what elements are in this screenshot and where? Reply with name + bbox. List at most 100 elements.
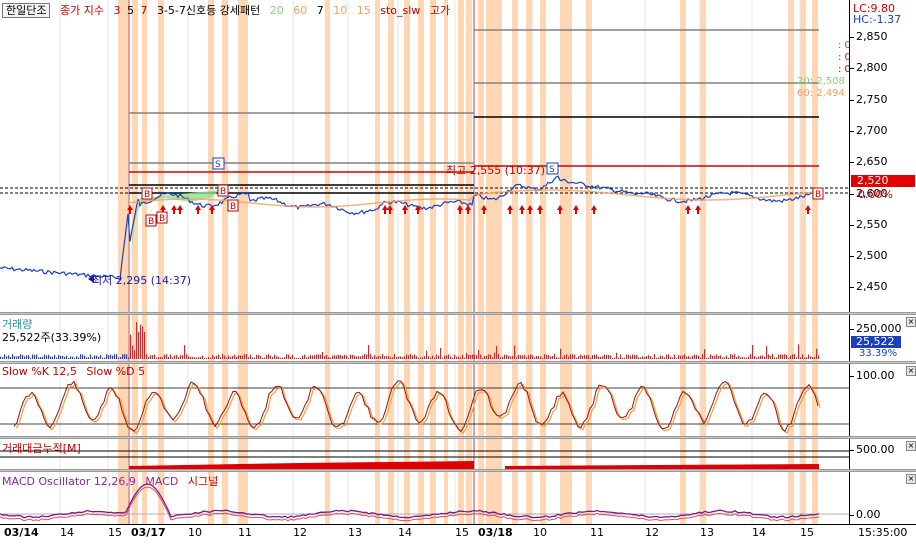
signal-band xyxy=(812,472,818,524)
volume-bar xyxy=(198,357,200,359)
signal-band xyxy=(512,315,518,361)
volume-current-badge: 25,522 xyxy=(851,336,901,348)
volume-bar xyxy=(494,352,496,359)
volume-bar xyxy=(712,355,714,359)
pane-splitter[interactable] xyxy=(0,361,916,364)
hc-value: HC:-1.37 xyxy=(853,13,902,26)
volume-bar xyxy=(380,356,382,359)
macd-axis[interactable]: 0.00 xyxy=(849,472,916,524)
volume-bar xyxy=(598,356,600,359)
volume-bar xyxy=(314,355,316,359)
pane-splitter[interactable] xyxy=(0,312,916,315)
cumulative-area xyxy=(129,461,474,469)
volume-bar xyxy=(430,357,432,359)
buy-arrow xyxy=(457,205,463,214)
stoch-axis[interactable]: 100.00 xyxy=(849,364,916,436)
volume-bar xyxy=(60,355,62,359)
volume-bar xyxy=(38,357,40,359)
volume-bar xyxy=(638,357,640,359)
volume-bar xyxy=(620,354,622,359)
volume-pane[interactable]: 거래량 25,522주(33.39%) xyxy=(0,315,849,361)
volume-bar xyxy=(792,354,794,359)
volume-bar xyxy=(174,355,176,359)
time-label: 03/17 xyxy=(131,526,166,539)
signal-band xyxy=(560,0,572,312)
volume-bar xyxy=(496,346,498,359)
signal-band xyxy=(208,364,214,436)
signal-band xyxy=(458,315,464,361)
volume-bar xyxy=(816,348,818,359)
volume-bar xyxy=(606,354,608,359)
signal-band xyxy=(404,315,410,361)
volume-bar xyxy=(334,355,336,359)
signal-band xyxy=(586,439,592,469)
volume-bar xyxy=(778,354,780,359)
cumulative-close-icon[interactable]: × xyxy=(906,441,916,451)
volume-bar xyxy=(30,357,32,359)
pane-splitter[interactable] xyxy=(0,436,916,439)
volume-bar xyxy=(388,356,390,359)
volume-bar xyxy=(442,357,444,359)
volume-bar xyxy=(164,354,166,359)
volume-bar xyxy=(136,322,138,359)
stoch-close-icon[interactable]: × xyxy=(906,366,916,376)
volume-bar xyxy=(242,355,244,359)
volume-bar xyxy=(58,355,60,359)
cumulative-chart xyxy=(0,439,849,469)
volume-bar xyxy=(170,354,172,359)
volume-bar xyxy=(348,357,350,359)
volume-close-icon[interactable]: × xyxy=(906,317,916,327)
volume-bar xyxy=(414,354,416,359)
time-axis[interactable] xyxy=(0,524,916,545)
volume-bar xyxy=(340,355,342,359)
stock-name[interactable]: 한일단조 xyxy=(2,3,51,18)
volume-bar xyxy=(602,356,604,359)
volume-bar xyxy=(644,356,646,359)
volume-bar xyxy=(312,355,314,359)
volume-bar xyxy=(540,356,542,359)
volume-bar xyxy=(626,354,628,359)
volume-axis[interactable]: 250,000 25,522 33.39% xyxy=(849,315,916,361)
price-axis[interactable]: LC:9.80 HC:-1.37 2,850 2,800 2,750 2,700 2,6… xyxy=(849,0,916,419)
volume-bar xyxy=(220,357,222,359)
price-tick: 2,450 xyxy=(850,280,888,294)
volume-bar xyxy=(618,357,620,359)
volume-bar xyxy=(660,355,662,359)
signal-band xyxy=(540,472,546,524)
signal-band xyxy=(325,315,330,361)
macd-label: MACD xyxy=(145,475,179,488)
volume-bar xyxy=(652,357,654,359)
volume-bar xyxy=(696,355,698,359)
volume-bar xyxy=(166,354,168,359)
buy-arrow xyxy=(695,205,701,214)
volume-bar xyxy=(318,354,320,359)
volume-bar xyxy=(50,356,52,359)
volume-bar xyxy=(504,354,506,359)
low-marker-icon xyxy=(88,275,94,283)
signal-band xyxy=(238,439,248,469)
pane-splitter[interactable] xyxy=(0,469,916,472)
volume-bar xyxy=(758,356,760,359)
stoch-pane[interactable]: Slow %K 12,5 Slow %D 5 xyxy=(0,364,849,436)
volume-bar xyxy=(568,356,570,359)
macd-pane[interactable]: MACD Oscillator 12,26,9 MACD 시그널 xyxy=(0,472,849,524)
volume-bar xyxy=(632,354,634,359)
volume-bar xyxy=(32,354,34,359)
volume-bar xyxy=(158,357,160,359)
volume-bar xyxy=(554,354,556,359)
volume-bar xyxy=(100,354,102,359)
macd-close-icon[interactable]: × xyxy=(906,474,916,484)
volume-bar xyxy=(206,357,208,359)
cumulative-axis[interactable]: 500.00 xyxy=(849,439,916,469)
volume-bar xyxy=(446,355,448,359)
signal-band xyxy=(788,472,794,524)
cumulative-pane[interactable]: 거래대금누적[M] xyxy=(0,439,849,469)
stoch-title: Slow %K 12,5 Slow %D 5 xyxy=(2,365,151,378)
volume-bar xyxy=(194,357,196,359)
signal-band xyxy=(388,472,394,524)
signal-band xyxy=(586,472,592,524)
signal-band xyxy=(222,439,228,469)
volume-bar xyxy=(536,355,538,359)
volume-bar xyxy=(788,357,790,359)
